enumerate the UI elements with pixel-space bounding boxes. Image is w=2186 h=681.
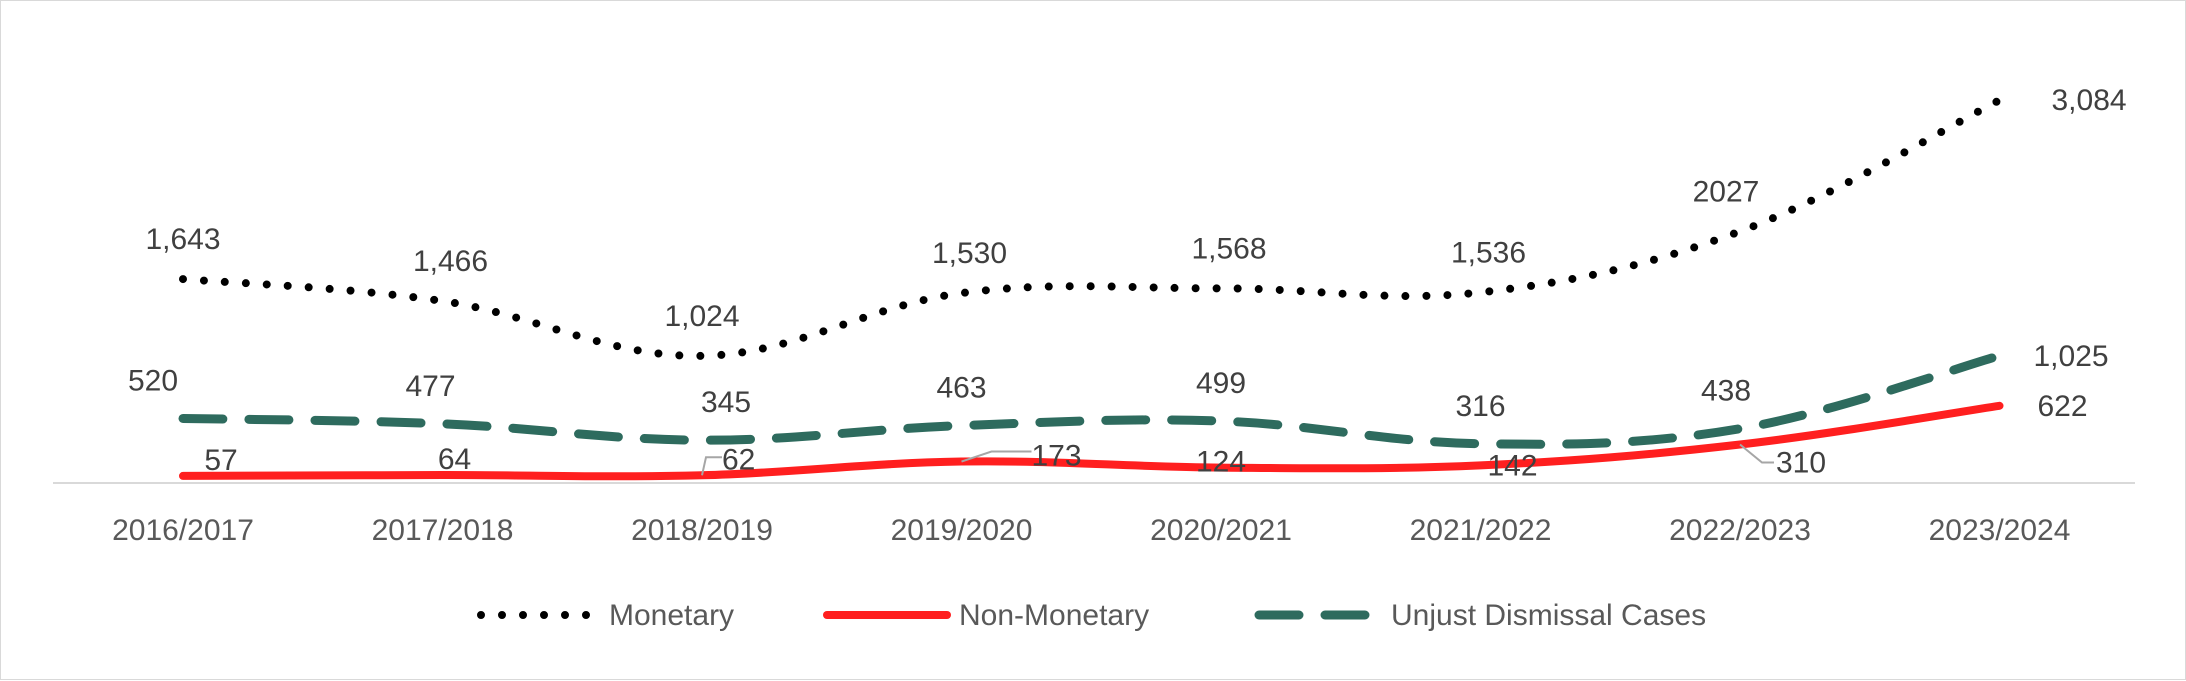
data-label: 622	[2038, 390, 2088, 423]
data-label: 1,466	[413, 245, 488, 278]
label-leader-line	[1739, 443, 1774, 464]
data-label: 64	[438, 443, 471, 476]
legend-item-unjust-dismissal-cases: Unjust Dismissal Cases	[1254, 599, 1706, 632]
data-label: 1,024	[664, 300, 739, 333]
x-tick-label: 2018/2019	[631, 514, 773, 547]
data-label: 463	[936, 372, 986, 405]
legend-label: Non-Monetary	[959, 599, 1149, 632]
legend-item-non-monetary: Non-Monetary	[823, 599, 1149, 632]
legend-label: Monetary	[609, 599, 734, 632]
label-leader-line	[961, 450, 1032, 463]
data-label: 316	[1455, 390, 1505, 423]
data-label: 477	[405, 370, 455, 403]
plot-lines	[178, 96, 2004, 481]
data-label: 124	[1196, 446, 1246, 479]
data-label: 499	[1196, 367, 1246, 400]
data-label: 142	[1487, 449, 1537, 482]
data-label: 62	[722, 443, 755, 476]
legend-label: Unjust Dismissal Cases	[1391, 599, 1706, 632]
data-label: 2027	[1693, 175, 1760, 208]
label-leader-line	[701, 456, 722, 476]
data-label: 173	[1032, 440, 1082, 473]
series-line-unjust-dismissal-cases	[178, 351, 2004, 449]
x-tick-label: 2023/2024	[1929, 514, 2071, 547]
data-label: 1,536	[1451, 236, 1526, 269]
data-label: 438	[1701, 375, 1751, 408]
series-line-monetary	[179, 96, 2004, 360]
leader-lines	[701, 443, 1774, 476]
data-label: 520	[128, 364, 178, 397]
data-labels: 1,643 1,466 1,024 1,530 1,568 1,536 2027 3,084 5…	[128, 84, 2127, 482]
x-tick-label: 2017/2018	[372, 514, 514, 547]
legend: Monetary Non-Monetary Unjust Dismissal Cas…	[477, 599, 1706, 632]
x-tick-label: 2020/2021	[1150, 514, 1292, 547]
data-label: 1,025	[2034, 340, 2109, 373]
x-tick-label: 2022/2023	[1669, 514, 1811, 547]
x-tick-label: 2021/2022	[1410, 514, 1552, 547]
series-line-non-monetary	[179, 401, 2004, 481]
data-label: 57	[204, 444, 237, 477]
x-axis-tick-labels: 2016/2017 2017/2018 2018/2019 2019/2020 2020…	[112, 514, 2070, 547]
data-label: 1,530	[932, 237, 1007, 270]
data-label: 1,643	[145, 223, 220, 256]
x-tick-label: 2016/2017	[112, 514, 254, 547]
data-label: 345	[701, 386, 751, 419]
data-label: 310	[1776, 447, 1826, 480]
data-label: 1,568	[1191, 232, 1266, 265]
data-label: 3,084	[2052, 84, 2127, 117]
legend-item-monetary: Monetary	[477, 599, 734, 632]
x-tick-label: 2019/2020	[891, 514, 1033, 547]
